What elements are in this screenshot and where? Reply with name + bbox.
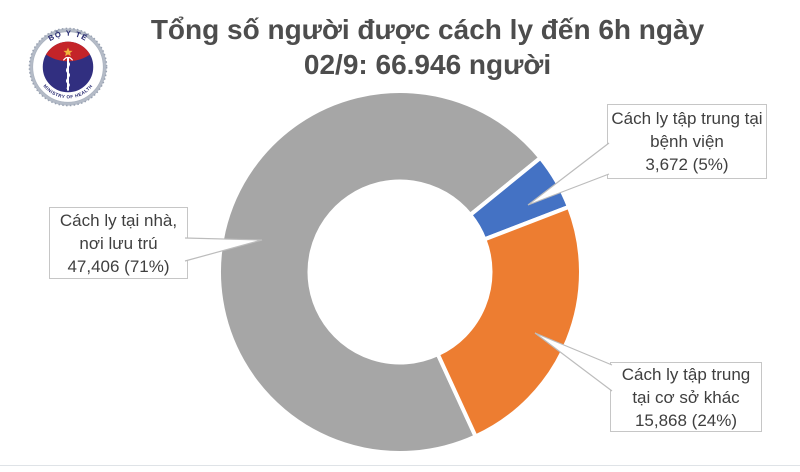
callout-hospital-quarantine: Cách ly tập trung tại bệnh viện 3,672 (5… xyxy=(607,104,767,179)
callout-other-line2: tại cơ sở khác xyxy=(632,387,740,407)
callout-pointer-home xyxy=(184,237,263,262)
callout-home-line1: Cách ly tại nhà, xyxy=(59,210,178,230)
chart-title-line1: Tổng số người được cách ly đến 6h ngày xyxy=(150,14,705,45)
chart-title: Tổng số người được cách ly đến 6h ngày 0… xyxy=(85,12,770,82)
callout-home-line2: nơi lưu trú xyxy=(79,233,158,253)
ministry-of-health-logo: BỘ Y TẾ MINISTRY OF HEALTH xyxy=(28,27,108,107)
donut-slice-1 xyxy=(467,155,572,243)
bottom-divider xyxy=(0,465,800,466)
callout-hospital-value: 3,672 (5%) xyxy=(645,155,729,174)
callout-hospital-line1: Cách ly tập trung tại xyxy=(611,109,763,128)
callout-other-facility-quarantine: Cách ly tập trung tại cơ sở khác 15,868 … xyxy=(610,362,762,432)
chart-title-line2: 02/9: 66.946 người xyxy=(303,49,552,80)
callout-other-value: 15,868 (24%) xyxy=(634,410,738,430)
donut-slice-2 xyxy=(435,204,583,440)
callout-home-quarantine: Cách ly tại nhà, nơi lưu trú 47,406 (71%… xyxy=(49,207,188,279)
logo-star-icon xyxy=(63,47,73,57)
callout-pointer-other xyxy=(534,332,613,392)
donut-slice-0 xyxy=(217,89,544,455)
logo-top-text: BỘ Y TẾ xyxy=(47,29,89,43)
callout-hospital-line2: bệnh viện xyxy=(650,132,724,151)
callout-other-line1: Cách ly tập trung xyxy=(621,364,751,384)
callout-pointer-hospital xyxy=(527,142,610,206)
svg-text:BỘ Y TẾ: BỘ Y TẾ xyxy=(47,29,90,43)
callout-home-value: 47,406 (71%) xyxy=(67,256,170,276)
rod-of-asclepius-icon xyxy=(63,56,73,91)
